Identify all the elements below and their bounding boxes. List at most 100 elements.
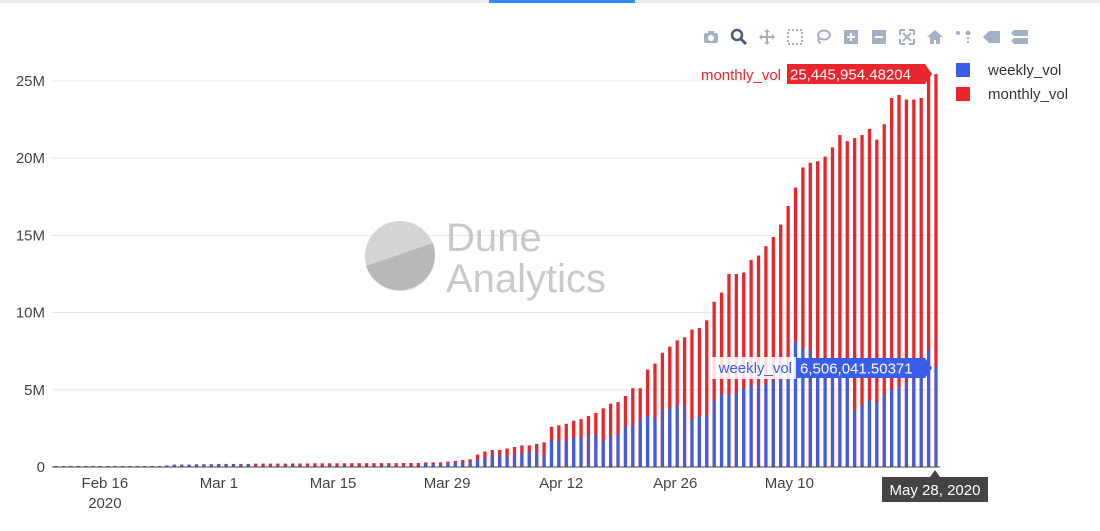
monthly-vol-bar[interactable] [867,128,872,467]
weekly-vol-bar[interactable] [816,374,820,467]
weekly-vol-bar[interactable] [668,408,672,467]
legend[interactable]: weekly_vol monthly_vol [956,62,1068,103]
monthly-vol-bar[interactable] [897,94,901,468]
monthly-vol-bar[interactable] [276,463,280,467]
monthly-vol-bar[interactable] [357,463,361,467]
weekly-vol-bar[interactable] [727,394,731,467]
weekly-vol-bar[interactable] [779,369,783,467]
monthly-vol-bar[interactable] [889,97,894,467]
monthly-vol-bar[interactable] [372,463,376,467]
weekly-vol-bar[interactable] [217,464,221,467]
monthly-vol-bar[interactable] [779,224,783,467]
weekly-vol-bar[interactable] [683,406,687,467]
monthly-vol-bar[interactable] [697,328,702,467]
weekly-vol-bar[interactable] [527,451,531,467]
weekly-vol-bar[interactable] [875,402,879,467]
weekly-vol-bar[interactable] [808,349,812,467]
monthly-vol-bar[interactable] [904,99,909,467]
monthly-vol-bar[interactable] [875,139,879,467]
weekly-vol-bar[interactable] [512,454,516,467]
weekly-vol-bar[interactable] [165,465,169,467]
weekly-vol-bar[interactable] [934,366,938,467]
weekly-vol-bar[interactable] [823,378,827,467]
weekly-vol-bar[interactable] [209,464,213,467]
legend-label-monthly[interactable]: monthly_vol [988,86,1068,103]
weekly-vol-bar[interactable] [660,409,664,467]
weekly-vol-bar[interactable] [838,368,842,467]
weekly-vol-bar[interactable] [749,385,753,467]
weekly-vol-bar[interactable] [793,341,797,467]
monthly-vol-bar[interactable] [387,463,391,467]
pan-icon[interactable] [756,26,778,48]
weekly-vol-bar[interactable] [631,425,635,467]
monthly-vol-bar[interactable] [926,76,931,468]
monthly-vol-bar[interactable] [823,156,827,467]
monthly-vol-bar[interactable] [313,463,317,467]
weekly-vol-bar[interactable] [646,416,650,467]
monthly-vol-bar[interactable] [816,161,820,467]
weekly-vol-bar[interactable] [890,389,894,467]
monthly-vol-bar[interactable] [409,462,413,467]
monthly-vol-bar[interactable] [327,463,332,467]
weekly-vol-bar[interactable] [801,348,805,467]
weekly-vol-bar[interactable] [897,386,901,467]
weekly-vol-bar[interactable] [483,457,487,467]
weekly-vol-bar[interactable] [453,462,457,467]
monthly-vol-bar[interactable] [364,463,369,467]
weekly-vol-bar[interactable] [498,454,502,467]
weekly-vol-bar[interactable] [195,464,199,467]
monthly-vol-bar[interactable] [719,292,724,467]
monthly-vol-bar[interactable] [705,320,709,467]
weekly-vol-bar[interactable] [601,440,605,467]
spike-lines-icon[interactable] [952,26,974,48]
weekly-vol-bar[interactable] [712,400,716,467]
monthly-vol-bar[interactable] [608,403,613,467]
weekly-vol-bar[interactable] [520,453,524,467]
weekly-vol-bar[interactable] [675,405,679,467]
weekly-vol-bar[interactable] [439,463,443,467]
monthly-vol-bar[interactable] [394,463,398,467]
weekly-vol-bar[interactable] [224,464,228,467]
box-select-icon[interactable] [784,26,806,48]
hover-compare-icon[interactable] [1008,26,1030,48]
weekly-vol-bar[interactable] [720,394,724,467]
monthly-vol-bar[interactable] [793,187,798,467]
monthly-vol-bar[interactable] [845,141,849,467]
weekly-vol-bar[interactable] [705,414,709,467]
weekly-vol-bar[interactable] [431,463,435,467]
weekly-vol-bar[interactable] [742,388,746,467]
monthly-vol-bar[interactable] [350,463,354,467]
monthly-vol-bar[interactable] [882,124,886,468]
weekly-vol-bar[interactable] [231,464,235,467]
monthly-vol-bar[interactable] [690,329,694,467]
weekly-vol-bar[interactable] [616,434,620,467]
monthly-vol-bar[interactable] [786,206,790,467]
weekly-vol-bar[interactable] [535,453,539,467]
monthly-vol-bar[interactable] [320,463,324,467]
weekly-vol-bar[interactable] [690,419,694,467]
weekly-vol-bar[interactable] [734,392,738,467]
weekly-vol-bar[interactable] [912,374,916,467]
weekly-vol-bar[interactable] [638,419,642,467]
monthly-vol-bar[interactable] [268,463,273,467]
monthly-vol-bar[interactable] [801,167,805,468]
weekly-vol-bar[interactable] [239,464,243,467]
monthly-vol-bar[interactable] [853,138,857,468]
weekly-vol-bar[interactable] [468,461,472,467]
monthly-vol-bar[interactable] [675,340,679,467]
weekly-vol-bar[interactable] [542,456,546,467]
weekly-vol-bar[interactable] [919,366,923,467]
monthly-vol-bar[interactable] [401,462,406,467]
weekly-vol-bar[interactable] [882,394,886,467]
reset-axes-icon[interactable] [924,26,946,48]
weekly-vol-bar[interactable] [786,368,790,467]
legend-swatch-monthly[interactable] [956,87,970,101]
weekly-vol-bar[interactable] [246,464,250,467]
monthly-vol-bar[interactable] [653,363,657,467]
weekly-vol-bar[interactable] [424,463,428,467]
monthly-vol-bar[interactable] [668,346,672,467]
weekly-vol-bar[interactable] [549,440,553,467]
weekly-vol-bar[interactable] [180,464,184,467]
weekly-vol-bar[interactable] [904,382,908,467]
monthly-vol-bar[interactable] [764,246,768,467]
